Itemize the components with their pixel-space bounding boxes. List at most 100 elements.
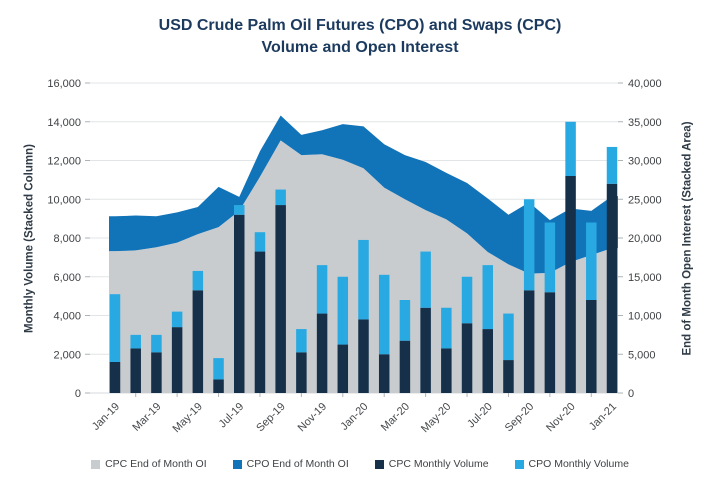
bar-cpc-volume	[420, 307, 431, 393]
bar-cpc-volume	[378, 354, 390, 393]
bar-cpo-volume	[213, 358, 224, 380]
bar-cpc-volume	[213, 379, 224, 393]
bar-cpc-volume	[565, 176, 576, 393]
x-axis-label: Mar-20	[379, 401, 412, 434]
bar-cpc-volume	[130, 348, 141, 393]
y-right-tick-label: 35,000	[628, 117, 662, 129]
bar-cpc-volume	[151, 352, 162, 393]
legend-label: CPC Monthly Volume	[388, 458, 489, 470]
bar-cpc-volume	[358, 319, 369, 393]
bar-cpc-volume	[171, 327, 183, 393]
x-axis-label: Nov-20	[544, 401, 578, 435]
x-axis-label: Jul-19	[217, 401, 247, 431]
columns	[109, 121, 618, 393]
x-axis-label: Jul-20	[465, 401, 495, 431]
y-right-tick-label: 15,000	[628, 272, 662, 284]
y-left-tick-label: 4,000	[53, 311, 81, 323]
legend-swatch-cpo-volume	[514, 459, 524, 469]
bar-cpo-volume	[234, 205, 245, 215]
legend-label: CPC End of Month OI	[105, 458, 207, 470]
bar-cpo-volume	[192, 270, 204, 291]
bar-cpo-volume	[316, 265, 328, 314]
x-axis-label: May-20	[419, 401, 453, 435]
y-left-tick-label: 6,000	[53, 272, 81, 284]
y-left-tick-label: 14,000	[47, 117, 81, 129]
bar-cpo-volume	[523, 199, 535, 291]
y-left-tick-label: 12,000	[47, 156, 81, 168]
bar-cpc-volume	[482, 329, 493, 393]
bar-cpc-volume	[192, 290, 204, 393]
y-left-tick-label: 0	[75, 388, 81, 400]
bar-cpc-volume	[544, 292, 556, 393]
x-axis-label: Sep-19	[254, 401, 288, 435]
chart-title: USD Crude Palm Oil Futures (CPO) and Swa…	[0, 15, 720, 59]
x-axis-label: Sep-20	[503, 401, 537, 435]
bar-cpo-volume	[151, 334, 162, 353]
bar-cpo-volume	[606, 146, 618, 184]
y-right-tick-label: 10,000	[628, 311, 662, 323]
y-left-tick-label: 16,000	[47, 78, 81, 90]
bar-cpo-volume	[586, 222, 597, 300]
bar-cpo-volume	[544, 222, 556, 293]
legend-label: CPO End of Month OI	[246, 458, 349, 470]
bar-cpc-volume	[399, 340, 411, 393]
chart-title-line1: USD Crude Palm Oil Futures (CPO) and Swa…	[158, 17, 562, 34]
legend-swatch-cpc-volume	[374, 459, 384, 469]
chart-title-line2: Volume and Open Interest	[261, 39, 459, 56]
bar-cpc-volume	[254, 251, 266, 393]
bar-cpo-volume	[420, 251, 431, 308]
bar-cpc-volume	[296, 352, 307, 393]
bar-cpo-volume	[171, 311, 183, 328]
legend-item-cpc-volume: CPC Monthly Volume	[374, 458, 489, 470]
legend-swatch-cpo-oi	[232, 459, 242, 469]
bar-cpc-volume	[316, 313, 328, 393]
y-right-tick-label: 20,000	[628, 233, 662, 245]
legend-label: CPO Monthly Volume	[528, 458, 629, 470]
bar-cpc-volume	[275, 205, 286, 393]
legend-item-cpo-volume: CPO Monthly Volume	[514, 458, 629, 470]
bar-cpc-volume	[586, 300, 597, 393]
bar-cpo-volume	[337, 276, 349, 345]
bar-cpc-volume	[503, 360, 514, 393]
bar-cpc-volume	[606, 183, 618, 393]
x-axis-label: Mar-19	[130, 401, 163, 434]
area-cpo-open-interest	[109, 115, 618, 274]
bar-cpo-volume	[109, 294, 121, 362]
bar-cpo-volume	[130, 334, 141, 349]
bar-cpc-volume	[109, 362, 121, 393]
bar-cpc-volume	[461, 323, 473, 393]
x-axis-label: May-19	[171, 401, 205, 435]
y-right-tick-label: 40,000	[628, 78, 662, 90]
bar-cpo-volume	[441, 307, 452, 349]
y-right-tick-label: 5,000	[628, 349, 656, 361]
y-left-tick-label: 10,000	[47, 194, 81, 206]
x-axis-label: Jan-20	[338, 401, 370, 433]
y-right-tick-label: 30,000	[628, 156, 662, 168]
legend-swatch-cpc-oi	[91, 459, 101, 469]
y-right-tick-label: 0	[628, 388, 634, 400]
bar-cpo-volume	[482, 265, 493, 330]
bar-cpo-volume	[275, 189, 286, 206]
legend-item-cpc-oi: CPC End of Month OI	[91, 458, 207, 470]
bar-cpc-volume	[441, 348, 452, 393]
y-right-tick-label: 25,000	[628, 194, 662, 206]
bar-cpo-volume	[399, 300, 411, 341]
bar-cpc-volume	[337, 344, 349, 393]
x-axis-label: Jan-19	[90, 401, 122, 433]
bar-cpo-volume	[461, 276, 473, 324]
bar-cpo-volume	[503, 313, 514, 361]
bar-cpc-volume	[234, 214, 245, 393]
bar-cpo-volume	[378, 274, 390, 355]
bar-cpo-volume	[296, 329, 307, 353]
legend: CPC End of Month OI CPO End of Month OI …	[0, 458, 720, 470]
legend-item-cpo-oi: CPO End of Month OI	[232, 458, 349, 470]
y-left-tick-label: 2,000	[53, 349, 81, 361]
bar-cpo-volume	[254, 232, 266, 252]
x-axis-label: Nov-19	[296, 401, 330, 435]
bar-cpo-volume	[565, 121, 576, 176]
x-axis-label: Jan-21	[587, 401, 619, 433]
y-left-tick-label: 8,000	[53, 233, 81, 245]
bar-cpc-volume	[523, 290, 535, 393]
